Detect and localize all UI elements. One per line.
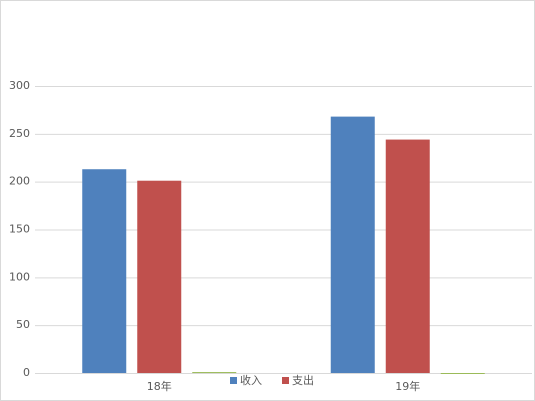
legend-label: 收入: [240, 373, 262, 387]
y-tick-label: 50: [16, 318, 30, 331]
bar: [192, 372, 237, 374]
y-tick-label: 0: [23, 366, 30, 379]
x-tick-label: 19年: [395, 379, 420, 393]
bar: [330, 116, 375, 373]
x-tick-label: 18年: [147, 379, 172, 393]
y-tick-label: 150: [9, 223, 30, 236]
bar: [440, 373, 485, 374]
legend-swatch: [282, 377, 289, 384]
bar: [82, 169, 127, 373]
y-tick-label: 250: [9, 127, 30, 140]
legend-label: 支出: [292, 373, 314, 387]
y-tick-label: 200: [9, 175, 30, 188]
bar: [137, 180, 182, 373]
bar: [385, 139, 430, 373]
y-tick-label: 300: [9, 79, 30, 92]
legend-swatch: [230, 377, 237, 384]
y-tick-label: 100: [9, 270, 30, 283]
